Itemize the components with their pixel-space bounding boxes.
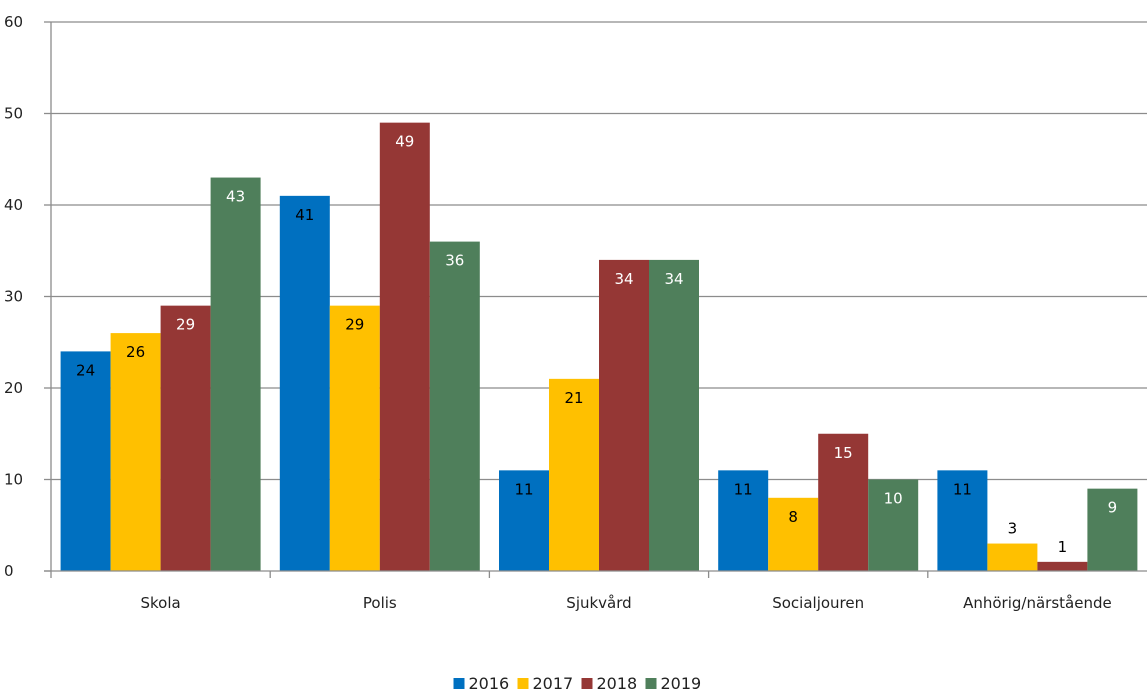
x-axis: Skola Polis Sjukvård Socialjouren Anhörig/nä…	[44, 570, 1147, 612]
x-tick-label: Polis	[363, 594, 397, 612]
bar	[329, 305, 380, 571]
data-label: 8	[788, 508, 798, 526]
x-tick-label: Socialjouren	[772, 594, 864, 612]
data-label: 29	[345, 316, 364, 334]
bar	[279, 195, 330, 571]
bar	[818, 433, 869, 571]
legend-swatch	[645, 678, 657, 689]
bars	[60, 122, 1138, 572]
legend-label: 2017	[533, 674, 574, 693]
data-label: 11	[953, 480, 972, 498]
bar	[110, 333, 161, 571]
bar	[649, 259, 699, 571]
bar	[1037, 561, 1088, 571]
data-label: 41	[295, 206, 314, 224]
legend-swatch	[453, 678, 465, 689]
data-label: 34	[614, 270, 633, 288]
data-label: 36	[445, 252, 464, 270]
data-label: 1	[1058, 538, 1068, 556]
legend-swatch	[581, 678, 593, 689]
bar	[379, 122, 430, 572]
data-label: 24	[76, 361, 95, 379]
x-tick-label: Skola	[140, 594, 180, 612]
data-label: 43	[226, 188, 245, 206]
bar	[599, 259, 649, 571]
data-label: 15	[834, 444, 853, 462]
bar	[718, 470, 769, 571]
x-tick-label: Sjukvård	[566, 594, 631, 612]
legend-label: 2018	[597, 674, 638, 693]
legend: 2016 2017 2018 2019	[453, 674, 702, 693]
bar	[499, 470, 549, 571]
bar	[868, 479, 919, 571]
data-label: 9	[1108, 499, 1118, 517]
y-tick-label: 10	[4, 471, 23, 489]
data-label: 29	[176, 316, 195, 334]
y-tick-label: 60	[4, 13, 23, 31]
y-tick-label: 50	[4, 105, 23, 123]
data-label: 3	[1008, 520, 1018, 538]
x-tick-label: Anhörig/närstående	[963, 594, 1112, 612]
y-axis: 0 10 20 30 40 50 60	[4, 13, 52, 580]
data-label: 49	[395, 133, 414, 151]
bar	[210, 177, 261, 572]
data-label: 34	[664, 270, 683, 288]
legend-label: 2019	[661, 674, 702, 693]
bar	[60, 351, 111, 571]
y-tick-label: 20	[4, 379, 23, 397]
data-label: 11	[514, 480, 533, 498]
bar	[429, 241, 480, 571]
data-label: 21	[564, 389, 583, 407]
bar	[160, 305, 211, 571]
bar	[768, 497, 819, 571]
legend-swatch	[517, 678, 529, 689]
legend-label: 2016	[469, 674, 510, 693]
bar	[937, 470, 988, 571]
data-label: 10	[884, 490, 903, 508]
data-label: 26	[126, 343, 145, 361]
bar	[549, 378, 599, 571]
data-labels: 24 26 29 43 41 29 49 36 11 21 34 34 11 8 15 10 11 3 1 9	[76, 133, 1117, 556]
y-tick-label: 40	[4, 196, 23, 214]
bar	[1087, 488, 1138, 571]
data-label: 11	[734, 480, 753, 498]
bar	[987, 543, 1038, 571]
y-tick-label: 30	[4, 288, 23, 306]
y-tick-label: 0	[4, 562, 14, 580]
